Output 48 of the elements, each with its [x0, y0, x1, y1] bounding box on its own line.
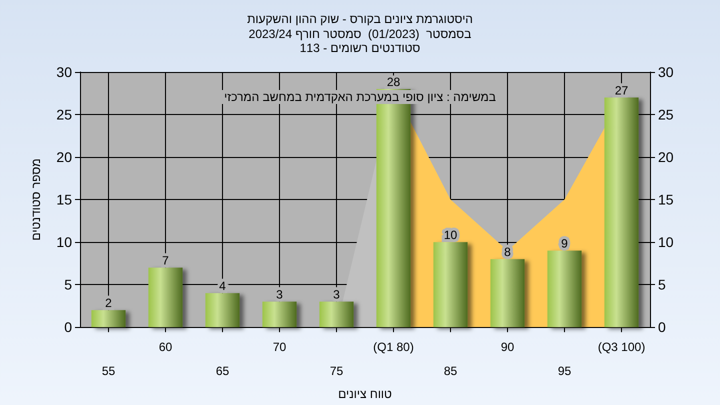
x-tick-label: 95 [558, 364, 572, 378]
y-tick-label: 0 [64, 319, 72, 336]
bar [319, 302, 354, 328]
chart-subtitle: בסמסטר (01/2023) סמסטר חורף 2023/24 סטודנטים רשומים - 113 [248, 27, 472, 55]
y-tick-label: 20 [56, 149, 72, 166]
annotation: במשימה : ציון סופי במערכת האקדמית במחשב המרכזי [224, 90, 496, 104]
data-label: 2 [105, 296, 112, 310]
y2-tick-label: 30 [658, 64, 674, 80]
x-tick-label: (Q3 100) [598, 340, 646, 354]
bar [547, 250, 582, 328]
x-tick-label: 90 [500, 340, 514, 354]
x-tick-label: 75 [330, 364, 344, 378]
bar [91, 310, 126, 328]
y2-tick-label: 25 [658, 106, 674, 123]
y2-tick-label: 20 [658, 149, 674, 166]
chart-title: היסטוגרמת ציונים בקורס - שוק ההון והשקעות [247, 12, 473, 26]
bar [148, 268, 183, 328]
x-tick-label: 85 [444, 364, 458, 378]
bar [205, 293, 240, 328]
y-tick-label: 15 [56, 192, 72, 208]
data-label: 28 [386, 75, 400, 90]
y2-tick-label: 10 [658, 234, 674, 250]
x-tick-label: (Q1 80) [373, 340, 414, 354]
x-tick-label: 55 [102, 364, 116, 378]
bar [262, 302, 297, 328]
data-label: 9 [561, 236, 568, 251]
y-tick-label: 10 [56, 234, 72, 250]
y-tick-label: 25 [56, 106, 72, 123]
data-label: 7 [162, 254, 170, 268]
y-tick-label: 5 [64, 276, 72, 293]
data-label: 3 [276, 288, 284, 302]
data-label: 8 [504, 245, 512, 260]
data-label: 27 [614, 84, 628, 98]
y2-tick-label: 5 [658, 276, 666, 293]
bar [604, 98, 639, 328]
bar [490, 259, 525, 328]
y2-tick-label: 15 [658, 192, 674, 208]
data-label: 4 [219, 279, 226, 294]
y-axis-title: מספר סטודנטים [29, 158, 43, 241]
y2-tick-label: 0 [658, 319, 666, 336]
x-axis-title: טווח ציונים [338, 387, 392, 401]
y-tick-label: 30 [56, 64, 72, 80]
data-label: 3 [333, 288, 340, 302]
bar [433, 242, 468, 328]
x-tick-label: 65 [216, 364, 230, 378]
x-tick-label: 70 [272, 340, 286, 354]
data-label: 10 [444, 228, 458, 242]
x-tick-label: 60 [158, 340, 172, 354]
